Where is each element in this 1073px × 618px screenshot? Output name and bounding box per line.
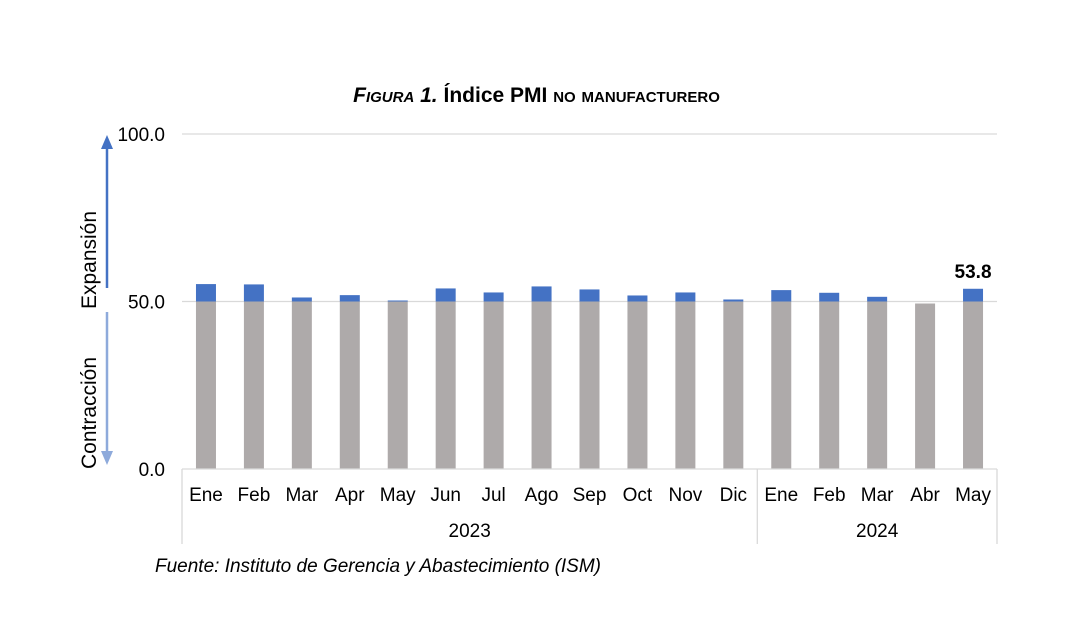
source-note: Fuente: Instituto de Gerencia y Abasteci…	[155, 556, 601, 577]
bar-base	[819, 301, 840, 469]
group-label: 2023	[449, 521, 491, 542]
bar-base	[531, 301, 552, 469]
bar-base	[387, 301, 408, 469]
x-tick-label: Sep	[573, 485, 607, 506]
bar-base	[915, 303, 936, 469]
x-tick-label: Mar	[861, 485, 894, 506]
chart-title: Figura 1. Índice PMI no manufacturero	[0, 84, 1073, 108]
bar-excess	[963, 288, 984, 302]
bar-base	[723, 301, 744, 469]
x-tick-label: Apr	[335, 485, 365, 506]
bar-excess	[387, 300, 408, 302]
x-tick-label: Jun	[430, 485, 461, 506]
x-tick-label: Mar	[285, 485, 318, 506]
bar-base	[579, 301, 600, 469]
contraction-arrow-head	[101, 451, 113, 465]
title-accent: Í	[443, 84, 450, 107]
bar-excess	[243, 284, 264, 302]
bar-excess	[675, 292, 696, 302]
x-tick-label: Feb	[238, 485, 271, 506]
bar-base	[483, 301, 504, 469]
bar-excess	[435, 288, 456, 302]
x-tick-label: Dic	[720, 485, 747, 506]
y-tick-label: 0.0	[139, 460, 165, 481]
bar-base	[675, 301, 696, 469]
x-tick-label: Ene	[189, 485, 223, 506]
x-tick-label: Ene	[764, 485, 798, 506]
bar-excess	[531, 286, 552, 302]
bar-base	[435, 301, 456, 469]
x-tick-label: Abr	[910, 485, 940, 506]
x-tick-label: Oct	[623, 485, 653, 506]
title-main: ndice PMI	[449, 84, 548, 107]
x-tick-label: Nov	[668, 485, 702, 506]
bar-excess	[579, 289, 600, 302]
title-suffix: no manufacturero	[553, 84, 720, 107]
bar-base	[291, 301, 312, 469]
y-tick-label: 50.0	[128, 293, 165, 314]
bar-base	[195, 301, 216, 469]
x-tick-label: Ago	[525, 485, 559, 506]
bar-excess	[819, 292, 840, 302]
ylabel-contraction: Contracción	[78, 357, 101, 469]
title-prefix: Figura 1.	[353, 84, 438, 107]
bar-base	[243, 301, 264, 469]
bar-excess	[195, 284, 216, 302]
bar-excess	[339, 295, 360, 302]
bar-excess	[291, 297, 312, 302]
bar-base	[963, 301, 984, 469]
y-tick-label: 100.0	[117, 125, 165, 146]
bar-base	[339, 301, 360, 469]
bar-base	[627, 301, 648, 469]
data-label: 53.8	[955, 262, 992, 283]
bar-excess	[483, 292, 504, 302]
x-tick-label: Jul	[481, 485, 505, 506]
x-tick-label: May	[380, 485, 416, 506]
bar-excess	[771, 290, 792, 302]
bar-base	[771, 301, 792, 469]
ylabel-expansion: Expansión	[78, 211, 101, 309]
bar-excess	[723, 299, 744, 302]
bar-excess	[867, 296, 888, 302]
bar-excess	[627, 295, 648, 302]
expansion-arrow-head	[101, 135, 113, 149]
bar-base	[867, 301, 888, 469]
group-label: 2024	[856, 521, 899, 542]
x-tick-label: May	[955, 485, 991, 506]
x-tick-label: Feb	[813, 485, 846, 506]
